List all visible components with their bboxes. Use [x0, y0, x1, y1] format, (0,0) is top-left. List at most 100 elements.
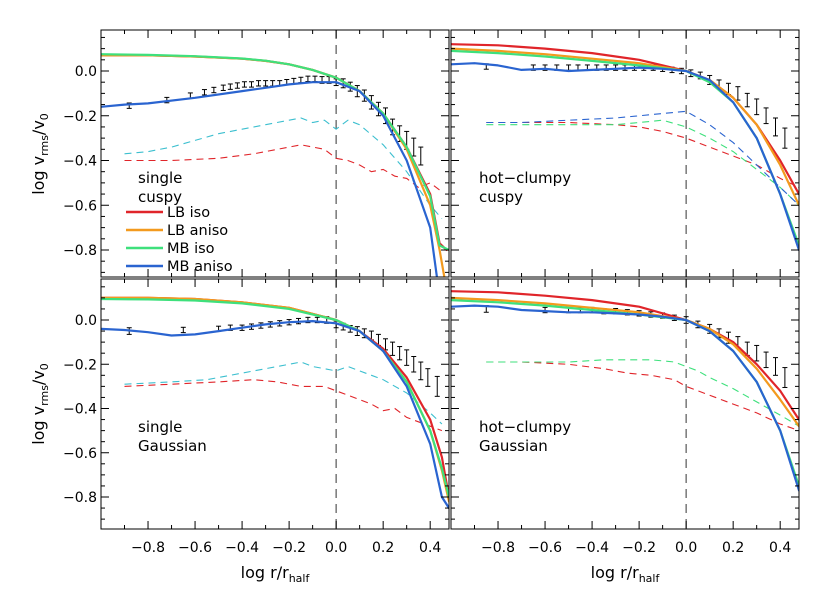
- y-tick-label: −0.6: [63, 446, 97, 462]
- x-tick-label: 0.4: [769, 540, 791, 556]
- error-bar: [305, 75, 311, 83]
- error-bar: [241, 81, 247, 88]
- error-bar: [772, 117, 778, 137]
- error-bar: [434, 375, 440, 397]
- y-tick-label: −0.6: [63, 198, 97, 214]
- x-tick-label: −0.4: [575, 540, 609, 556]
- error-bar: [418, 361, 424, 381]
- series-line-mb-aniso: [451, 304, 799, 492]
- dashed-series-line: [124, 117, 443, 220]
- error-bar: [180, 326, 186, 334]
- series-line-lb-iso: [101, 296, 449, 499]
- x-axis-title-right: log r/rhalf: [591, 563, 661, 585]
- plot-area: [101, 53, 449, 277]
- error-bar: [248, 81, 254, 88]
- error-bar: [312, 75, 318, 83]
- y-tick-label: 0.0: [75, 64, 97, 80]
- error-bar: [404, 349, 410, 366]
- panel-label: single: [138, 418, 182, 436]
- panel-label: Gaussian: [479, 437, 548, 455]
- error-bar: [782, 127, 788, 149]
- y-tick-label: −0.2: [63, 357, 97, 373]
- x-tick-label: −0.8: [481, 540, 515, 556]
- series-line-mb-aniso: [101, 81, 439, 277]
- error-bar: [227, 83, 233, 90]
- series-line-lb-aniso: [101, 296, 449, 503]
- x-tick-label: −0.4: [225, 540, 259, 556]
- series-line-mb-aniso: [101, 320, 449, 510]
- panel-label: single: [138, 169, 182, 187]
- y-tick-label: −0.8: [63, 490, 97, 506]
- series-line-mb-iso: [451, 299, 799, 487]
- dashed-series-line: [124, 361, 443, 425]
- panel-label: hot−clumpy: [479, 169, 571, 187]
- legend-label: MB iso: [167, 241, 215, 257]
- panel-single-gaussian: 0.0 −0.2 −0.4 −0.6 −0.8 −0.8 −0.6 −0.4 −0.2 0.0 0.…: [63, 278, 450, 556]
- series-line-mb-iso: [101, 297, 449, 499]
- x-tick-label: −0.6: [528, 540, 562, 556]
- series-line-mb-iso: [101, 53, 449, 252]
- panel-label: cuspy: [479, 188, 523, 206]
- plot-area: [451, 43, 799, 252]
- legend: LB iso LB aniso MB iso MB aniso: [126, 205, 233, 275]
- x-tick-label: −0.6: [178, 540, 212, 556]
- error-bar: [763, 107, 769, 125]
- panel-label: cuspy: [138, 188, 182, 206]
- error-bar: [220, 84, 226, 91]
- panel-frame: [100, 29, 450, 278]
- error-bar: [763, 351, 769, 369]
- plot-area: [451, 290, 799, 492]
- x-tick-label: 0.2: [722, 540, 744, 556]
- dashed-series-line: [486, 361, 799, 432]
- error-bar: [256, 80, 262, 87]
- error-bar: [735, 86, 741, 101]
- error-bar: [390, 341, 396, 356]
- panel-label: Gaussian: [138, 437, 207, 455]
- panel-frame: [100, 278, 450, 530]
- panel-label: hot−clumpy: [479, 418, 571, 436]
- dashed-series-line: [124, 144, 443, 193]
- error-bar: [754, 98, 760, 116]
- plot-area: [101, 296, 449, 510]
- error-bar: [340, 78, 346, 89]
- x-tick-label: −0.2: [272, 540, 306, 556]
- legend-label: LB aniso: [167, 223, 228, 239]
- error-bar: [772, 357, 778, 376]
- error-bar: [425, 368, 431, 387]
- x-tick-label: 0.0: [325, 540, 347, 556]
- error-bar: [263, 80, 269, 87]
- y-tick-label: −0.2: [63, 109, 97, 125]
- x-axis-title-left: log r/rhalf: [241, 563, 311, 585]
- panel-hot-clumpy-gaussian: −0.8 −0.6 −0.4 −0.2 0.0 0.2 0.4 hot−clumpyGauss…: [450, 278, 800, 556]
- legend-label: MB aniso: [167, 259, 233, 275]
- y-axis-title-bottom: log vrms/v0: [29, 363, 51, 445]
- series-line-lb-iso: [101, 54, 448, 252]
- panel-frame: [450, 278, 800, 530]
- error-bar: [201, 89, 207, 96]
- x-tick-label: 0.4: [419, 540, 441, 556]
- series-line-mb-iso: [451, 49, 799, 247]
- error-bar: [397, 346, 403, 361]
- dashed-series-line: [486, 121, 799, 188]
- error-bar: [270, 80, 276, 87]
- error-bar: [744, 92, 750, 108]
- y-tick-label: 0.0: [75, 313, 97, 329]
- x-tick-label: 0.0: [675, 540, 697, 556]
- x-tick-label: −0.2: [622, 540, 656, 556]
- dashed-series-line: [486, 110, 799, 206]
- y-tick-label: −0.8: [63, 243, 97, 259]
- dashed-series-line: [486, 119, 799, 206]
- legend-label: LB iso: [167, 205, 210, 221]
- error-bar: [754, 344, 760, 362]
- panel-frame: [450, 29, 800, 278]
- dashed-series-line: [486, 359, 799, 427]
- y-axis-title-top: log vrms/v0: [29, 113, 51, 195]
- series-line-mb-aniso: [451, 62, 799, 252]
- error-bar: [411, 137, 417, 157]
- error-bar: [782, 367, 788, 388]
- y-tick-label: −0.4: [63, 154, 97, 170]
